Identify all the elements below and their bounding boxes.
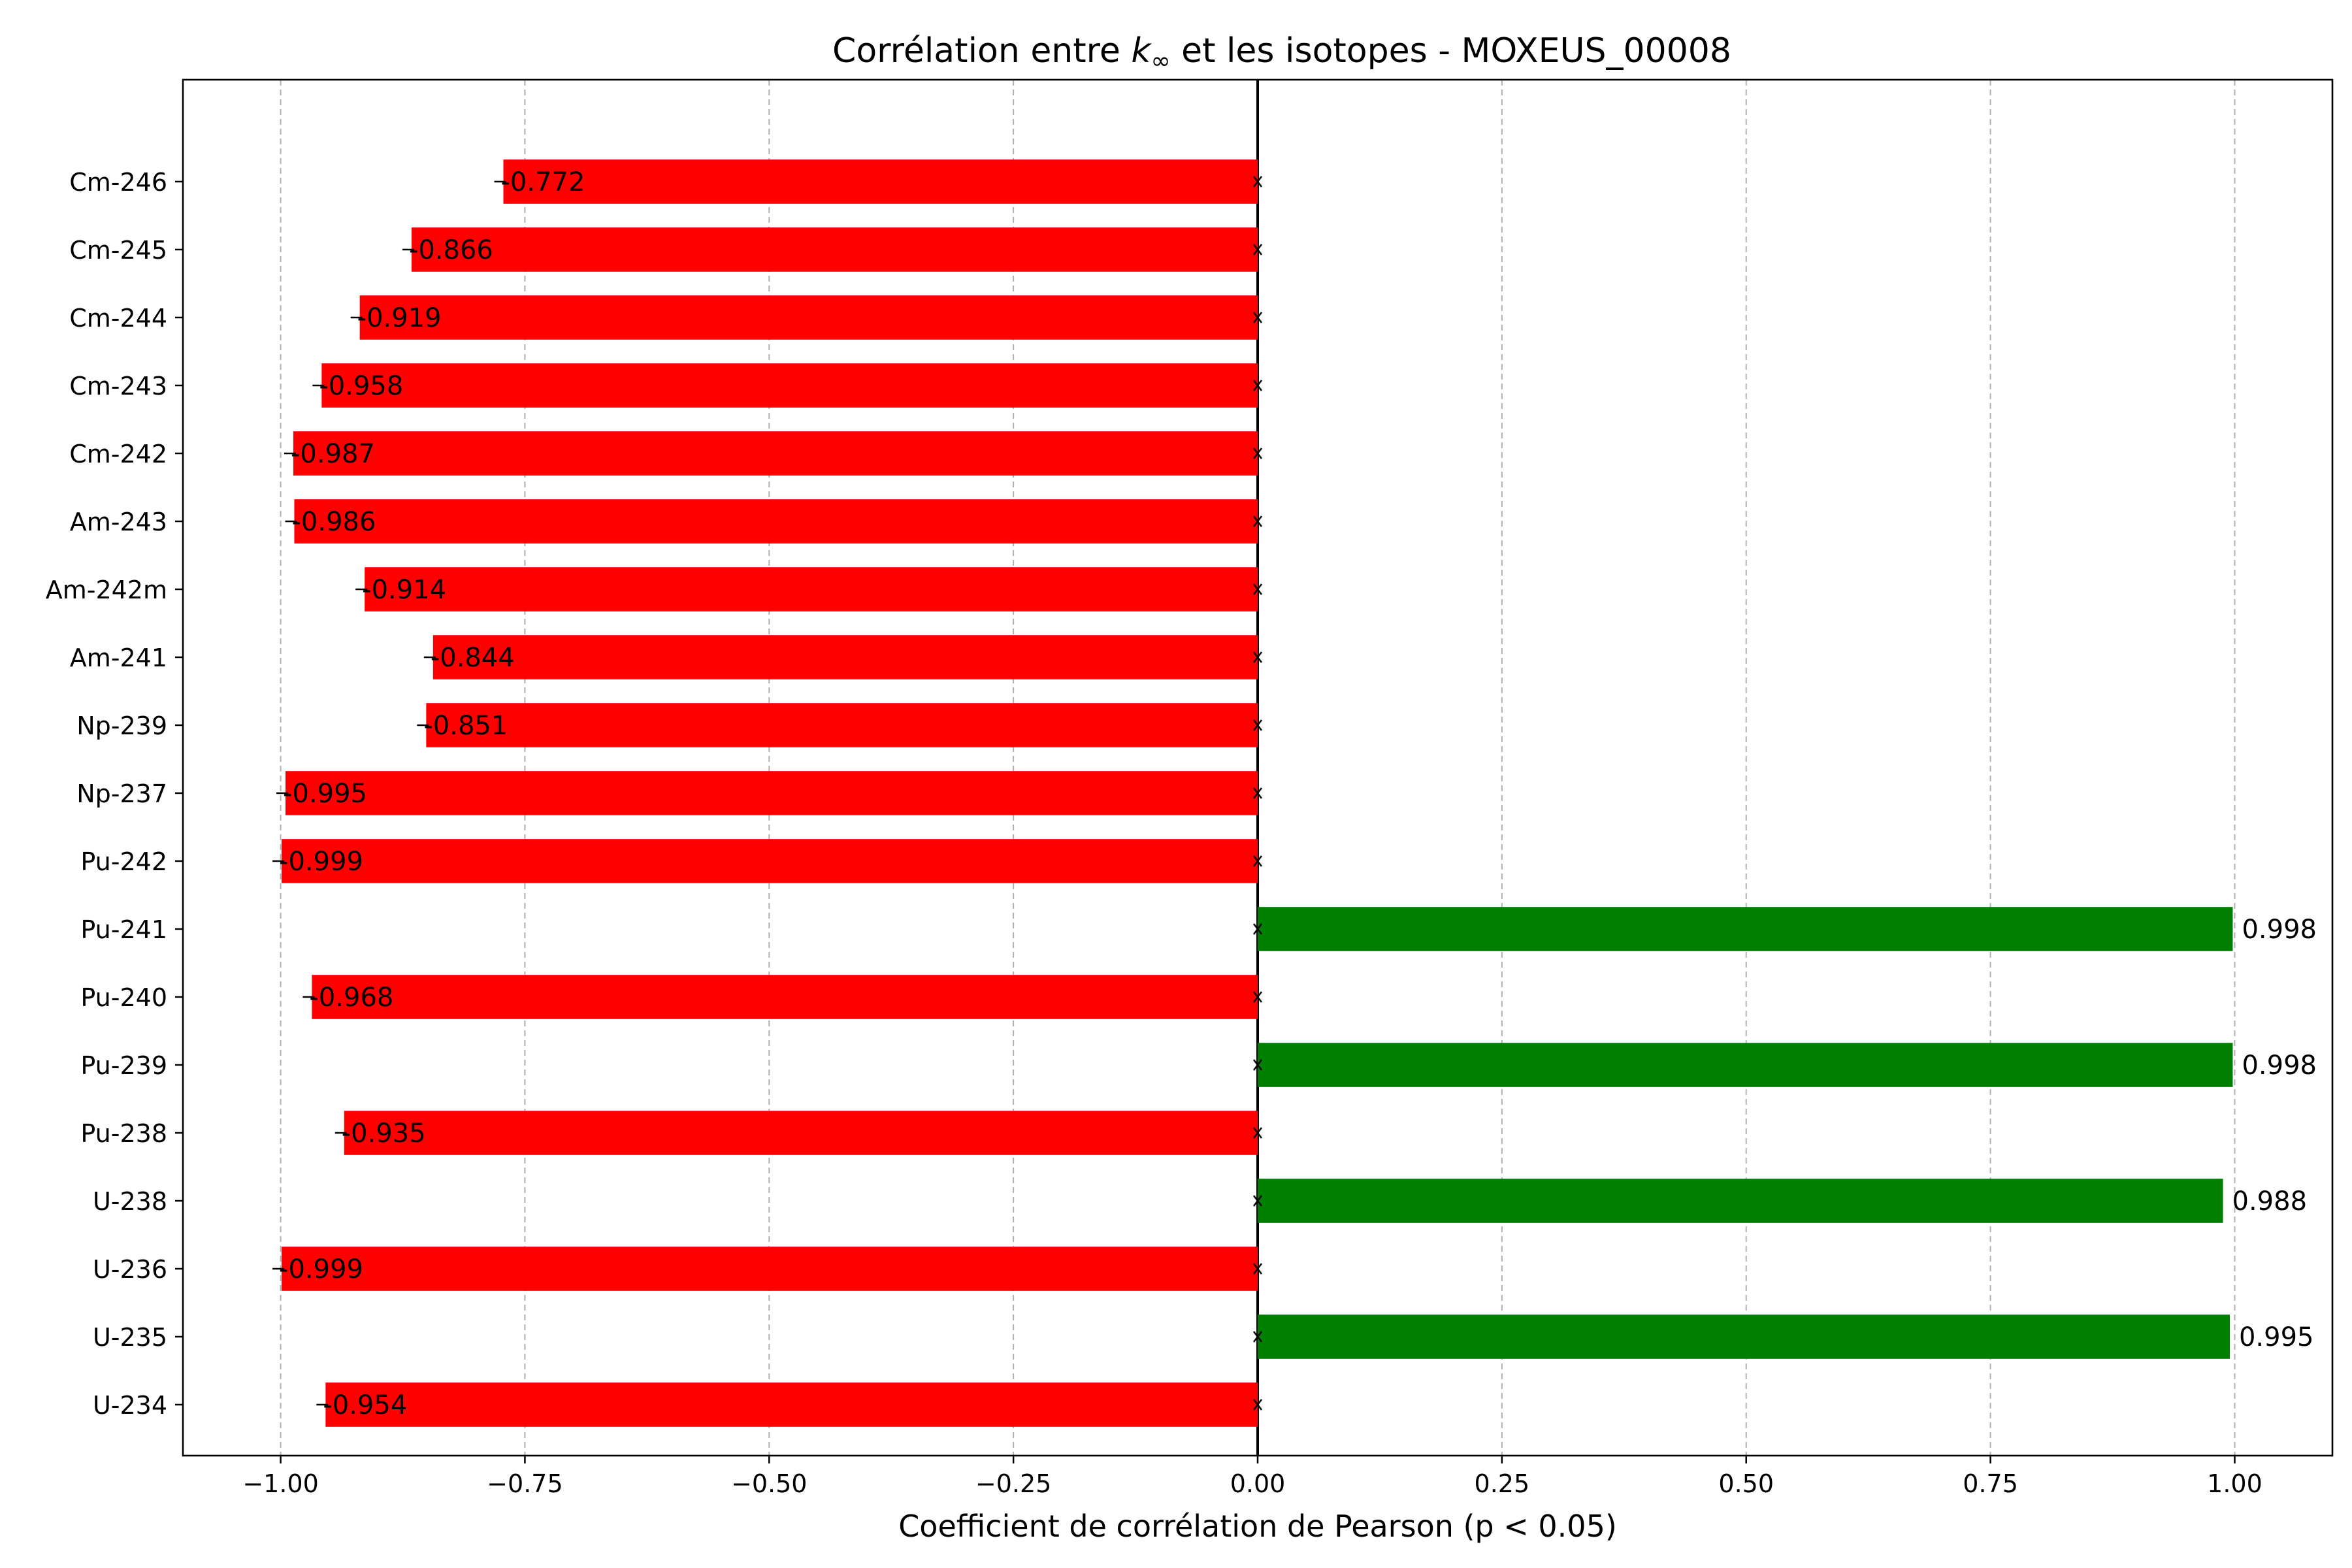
bar-Pu-240	[312, 975, 1258, 1019]
errbar-zero-cross-10	[1253, 719, 1262, 731]
value-label-Am-241: -0.844	[431, 643, 515, 673]
bar-U-235	[1258, 1315, 2230, 1359]
y-tick-label-Am-243: Am-243	[70, 508, 167, 536]
title-suffix: et les isotopes - MOXEUS_00008	[1171, 31, 1731, 71]
bar-Am-242m	[365, 567, 1258, 612]
errbar-zero-cross-4	[1253, 1127, 1262, 1139]
bar-Np-239	[426, 703, 1258, 747]
y-tick-label-U-234: U-234	[93, 1391, 167, 1420]
value-label-Cm-244: -0.919	[357, 303, 442, 333]
bar-Pu-239	[1258, 1043, 2233, 1087]
value-labels: -0.954 0.995 -0.999 0.988 -0.935 0.998 -0.968 0…	[279, 167, 2317, 1420]
value-label-U-236: -0.999	[279, 1254, 363, 1284]
y-axis: U-234 U-235 U-236 U-238 Pu-238 Pu-239 Pu-240 Pu…	[46, 168, 183, 1420]
bar-Cm-244	[359, 295, 1258, 340]
y-tick-label-Np-237: Np-237	[76, 779, 167, 808]
y-tick-label-Pu-242: Pu-242	[80, 847, 167, 876]
bar-Pu-238	[344, 1111, 1258, 1155]
value-label-Am-243: -0.986	[291, 507, 376, 537]
y-tick-label-Pu-239: Pu-239	[80, 1051, 167, 1080]
errbar-zero-cross-8	[1253, 855, 1262, 867]
errbar-zero-cross-2	[1253, 1263, 1262, 1275]
value-label-Cm-243: -0.958	[319, 371, 403, 401]
value-label-Pu-241: 0.998	[2242, 915, 2317, 945]
bar-Cm-243	[321, 363, 1258, 408]
value-label-U-234: -0.954	[323, 1390, 407, 1420]
x-tick-label-4: 0.00	[1230, 1469, 1286, 1498]
x-tick-label-5: 0.25	[1475, 1469, 1530, 1498]
y-tick-label-Cm-243: Cm-243	[69, 372, 167, 400]
bar-U-234	[325, 1382, 1258, 1427]
errbar-zero-cross-14	[1253, 448, 1262, 459]
errbar-zero-cross-16	[1253, 312, 1262, 323]
value-label-U-235: 0.995	[2239, 1322, 2314, 1352]
y-tick-label-Cm-244: Cm-244	[69, 304, 167, 333]
x-tick-label-2: −0.50	[731, 1469, 807, 1498]
bar-Am-243	[294, 499, 1258, 544]
x-axis: −1.00 −0.75 −0.50 −0.25 0.00 0.25 0.50 0.75 1.00	[242, 1456, 2262, 1498]
errbar-zero-cross-9	[1253, 787, 1262, 799]
value-label-Np-237: -0.995	[283, 779, 367, 809]
bar-U-238	[1258, 1179, 2223, 1223]
errbar-zero-cross-7	[1253, 923, 1262, 935]
value-label-Cm-246: -0.772	[501, 167, 585, 197]
bar-Am-241	[433, 635, 1258, 679]
x-tick-label-3: −0.25	[975, 1469, 1051, 1498]
y-tick-label-Pu-241: Pu-241	[80, 915, 167, 944]
value-label-Cm-242: -0.987	[291, 439, 375, 469]
x-tick-label-8: 1.00	[2207, 1469, 2262, 1498]
errbar-zero-cross-0	[1253, 1399, 1262, 1411]
errbar-zero-cross-12	[1253, 583, 1262, 595]
bar-U-236	[282, 1247, 1258, 1291]
y-tick-label-Cm-246: Cm-246	[69, 168, 167, 197]
value-label-Pu-242: -0.999	[279, 847, 363, 877]
y-tick-label-Np-239: Np-239	[76, 711, 167, 740]
errbar-zero-cross-1	[1253, 1331, 1262, 1343]
errbar-zero-cross-17	[1253, 244, 1262, 255]
errbar-zero-cross-6	[1253, 991, 1262, 1003]
error-bars	[272, 176, 1262, 1411]
value-label-Np-239: -0.851	[423, 711, 508, 741]
x-tick-label-6: 0.50	[1718, 1469, 1774, 1498]
errbar-zero-cross-5	[1253, 1059, 1262, 1071]
bar-Pu-241	[1258, 907, 2233, 951]
errbar-zero-cross-18	[1253, 176, 1262, 188]
y-tick-label-Pu-238: Pu-238	[80, 1119, 167, 1148]
value-label-Cm-245: -0.866	[409, 235, 493, 265]
x-axis-label: Coefficient de corrélation de Pearson (p…	[898, 1509, 1617, 1544]
y-tick-label-U-235: U-235	[93, 1323, 167, 1352]
y-tick-label-Am-242m: Am-242m	[46, 576, 167, 604]
value-label-Pu-238: -0.935	[342, 1119, 426, 1149]
x-tick-label-7: 0.75	[1963, 1469, 2018, 1498]
bar-Np-237	[286, 771, 1258, 815]
title-infinity-subscript: ∞	[1151, 48, 1171, 74]
title-prefix: Corrélation entre	[832, 31, 1131, 71]
value-label-U-238: 0.988	[2232, 1186, 2308, 1217]
x-tick-label-1: −0.75	[487, 1469, 563, 1498]
bar-Cm-242	[293, 431, 1258, 476]
chart-title: Corrélation entre k∞ et les isotopes - M…	[832, 31, 1731, 74]
bar-Cm-245	[411, 227, 1258, 272]
errbar-zero-cross-11	[1253, 651, 1262, 663]
value-label-Am-242m: -0.914	[362, 575, 446, 605]
y-tick-label-Pu-240: Pu-240	[80, 983, 167, 1012]
bars	[282, 159, 2233, 1427]
bar-Pu-242	[282, 839, 1258, 883]
errbar-zero-cross-3	[1253, 1195, 1262, 1207]
x-tick-label-0: −1.00	[242, 1469, 318, 1498]
y-tick-label-Cm-245: Cm-245	[69, 236, 167, 265]
errbar-zero-cross-15	[1253, 380, 1262, 391]
value-label-Pu-240: -0.968	[309, 983, 393, 1013]
errbar-zero-cross-13	[1253, 515, 1262, 527]
bar-Cm-246	[503, 159, 1258, 204]
y-tick-label-Cm-242: Cm-242	[69, 440, 167, 468]
y-tick-label-U-238: U-238	[93, 1187, 167, 1216]
y-tick-label-U-236: U-236	[93, 1255, 167, 1284]
y-tick-label-Am-241: Am-241	[70, 644, 167, 672]
value-label-Pu-239: 0.998	[2242, 1051, 2317, 1081]
title-k-symbol: k	[1131, 31, 1152, 71]
